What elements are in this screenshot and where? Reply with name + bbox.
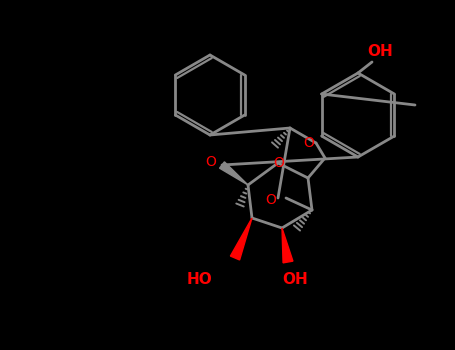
Text: OH: OH bbox=[282, 272, 308, 287]
Text: HO: HO bbox=[187, 272, 213, 287]
Text: OH: OH bbox=[367, 44, 393, 60]
Text: O: O bbox=[303, 136, 314, 150]
Text: O: O bbox=[205, 155, 216, 169]
Text: O: O bbox=[265, 193, 276, 207]
Polygon shape bbox=[220, 162, 248, 185]
Text: O: O bbox=[273, 156, 284, 170]
Polygon shape bbox=[230, 218, 252, 260]
Polygon shape bbox=[282, 228, 293, 263]
